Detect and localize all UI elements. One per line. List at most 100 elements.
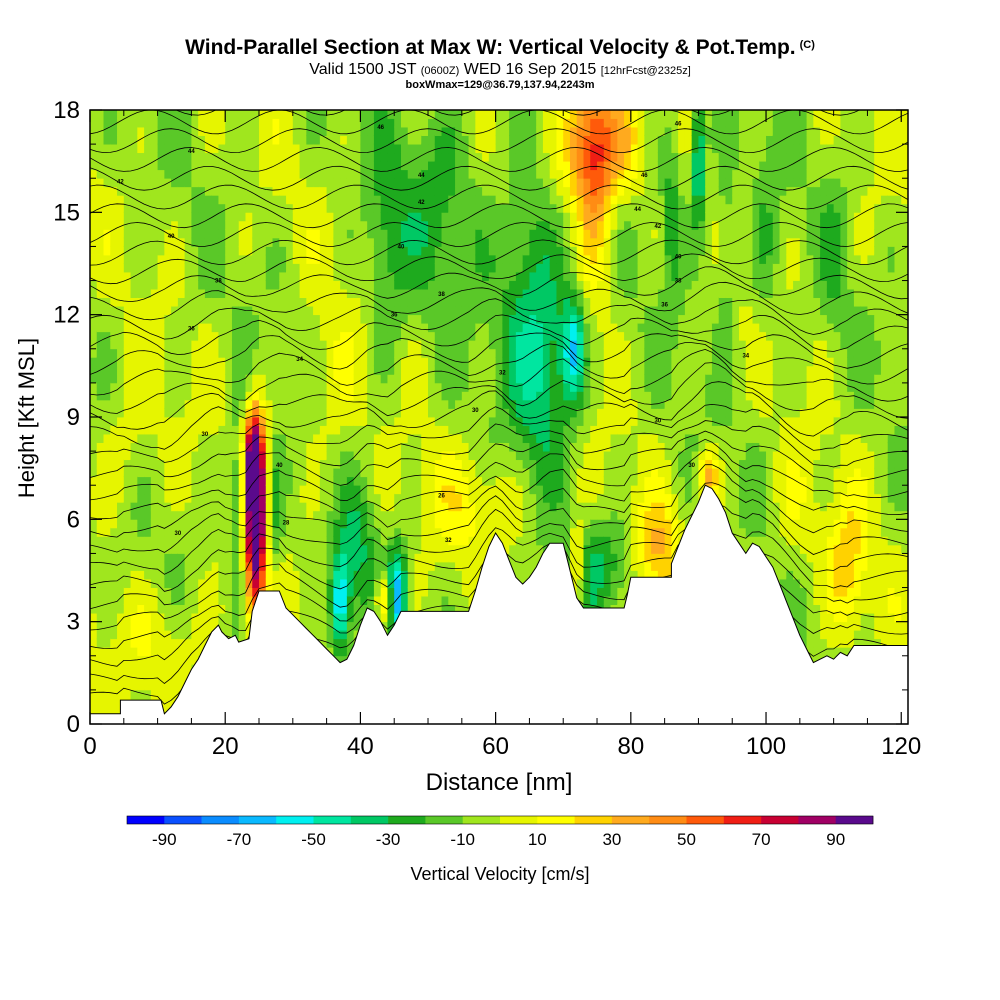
w-cell [259,297,267,307]
w-cell [238,612,247,623]
w-cell [137,467,145,478]
w-cell [225,484,233,495]
w-cell [117,356,125,367]
w-cell [90,126,98,136]
w-cell [306,399,314,409]
w-cell [495,365,504,375]
w-cell [150,467,159,478]
w-cell [110,629,118,640]
w-cell [441,152,450,162]
w-cell [542,391,551,401]
w-cell [482,476,490,486]
w-cell [387,604,396,614]
w-cell [502,331,510,341]
w-cell [434,442,443,452]
w-cell [549,442,558,452]
w-cell [441,228,450,239]
w-cell [522,339,531,350]
w-cell [231,254,240,264]
vertical-velocity-field [90,110,908,724]
w-cell [522,237,531,247]
w-cell [177,331,186,341]
w-cell [103,476,112,486]
w-cell [259,254,267,264]
w-cell [157,297,166,307]
w-cell [191,228,199,239]
w-cell [455,399,463,409]
w-cell [407,177,416,188]
w-cell [286,484,294,495]
w-cell [218,177,227,188]
w-cell [292,416,301,426]
w-cell [130,194,139,205]
w-cell [319,211,328,222]
w-cell [313,263,321,273]
w-cell [164,416,172,426]
w-cell [306,442,314,452]
w-cell [204,110,213,119]
w-cell [488,194,497,205]
w-cell [130,646,139,657]
w-cell [475,433,483,443]
w-cell [218,433,227,443]
w-cell [96,228,105,239]
w-cell [110,305,118,316]
w-cell [542,425,551,435]
w-cell [252,501,260,512]
w-cell [211,297,220,307]
w-cell [164,535,172,546]
w-cell [333,629,341,640]
w-cell [387,271,396,281]
w-cell [319,126,328,136]
w-cell [549,322,558,333]
w-cell [380,348,389,358]
w-cell [475,305,483,316]
w-cell [292,186,301,196]
w-cell [414,314,423,324]
w-cell [130,228,139,239]
w-cell [549,160,558,171]
w-cell [542,305,551,316]
w-cell [313,408,321,418]
w-cell [259,160,267,171]
w-cell [150,646,159,657]
w-cell [346,194,355,205]
w-cell [265,203,274,213]
w-cell [144,169,152,179]
w-cell [259,169,267,179]
w-cell [414,391,423,401]
w-cell [468,373,477,384]
w-cell [360,211,368,222]
w-cell [441,314,450,324]
w-cell [96,177,105,188]
w-cell [387,518,396,529]
w-cell [157,211,166,222]
w-cell [292,544,301,554]
w-cell [380,228,389,239]
w-cell [549,246,558,256]
w-cell [394,416,402,426]
w-cell [117,271,125,281]
w-cell [475,186,483,196]
w-cell [502,373,510,384]
w-cell [380,271,389,281]
w-cell [367,442,375,452]
w-cell [225,220,233,230]
w-cell [340,501,348,512]
w-cell [319,535,328,546]
w-cell [184,263,193,273]
w-cell [259,348,267,358]
w-cell [549,331,558,341]
w-cell [245,391,254,401]
w-cell [123,373,132,384]
w-cell [455,331,463,341]
w-cell [198,459,206,469]
w-cell [292,177,301,188]
w-cell [536,160,544,171]
w-cell [231,629,240,640]
w-cell [157,587,166,597]
w-cell [394,331,402,341]
w-cell [90,160,98,171]
w-cell [455,373,463,384]
w-cell [326,433,335,443]
